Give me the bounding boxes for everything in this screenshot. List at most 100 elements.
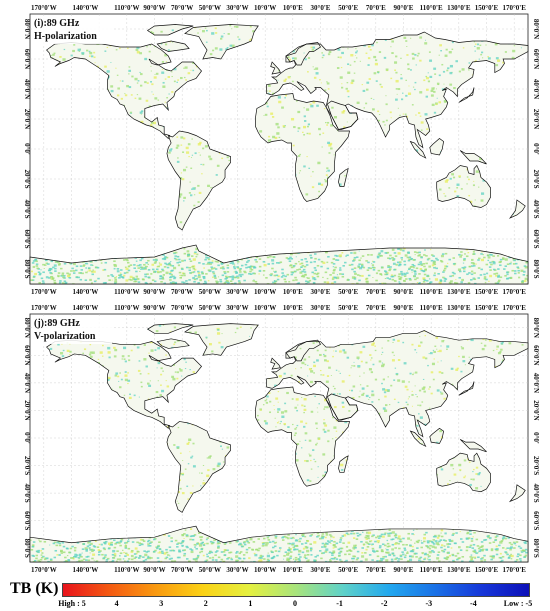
lon-tick-bottom: 50°0'W (199, 288, 221, 296)
lon-tick-bottom: 70°0'E (366, 288, 386, 296)
lon-tick-bottom: 170°0'E (502, 566, 526, 574)
lat-tick-left: 80°0'N (23, 318, 31, 338)
coastline-north-america (46, 339, 203, 429)
lat-tick-right: 40°0'N (532, 79, 540, 99)
lat-tick-left: 60°0'N (23, 49, 31, 69)
landmass-africa (255, 387, 350, 487)
coastline-madagascar (338, 167, 349, 187)
coastline-australia (436, 164, 491, 208)
lon-tick-bottom: 30°0'W (226, 566, 248, 574)
landmass-new-guinea (460, 150, 487, 164)
colorbar-tick-label: 1 (248, 599, 253, 608)
lon-tick-top: 90°0'W (143, 4, 165, 12)
lon-tick-top: 50°0'E (338, 4, 358, 12)
lon-tick-bottom: 170°0'E (502, 288, 526, 296)
lon-tick-top: 130°0'E (447, 4, 471, 12)
lon-tick-bottom: 30°0'E (311, 566, 331, 574)
coastline-africa (255, 93, 350, 202)
coastline-greenland (184, 323, 259, 356)
landmass-greenland (184, 323, 259, 356)
panel-label-background (32, 16, 112, 44)
lon-tick-top: 110°0'E (420, 304, 443, 312)
lat-tick-right: 60°0'S (532, 511, 540, 530)
lon-tick-bottom: 170°0'W (31, 566, 57, 574)
colorbar-legend: TB (K) High : 5 4 3 2 1 0 -1 -2 -3 -4 Low : -5 (0, 578, 550, 611)
lon-tick-bottom: 50°0'E (338, 288, 358, 296)
coastline-uk (270, 357, 281, 370)
lon-tick-bottom: 70°0'E (366, 566, 386, 574)
panel-label-polarization: H-polarization (34, 31, 97, 42)
lat-tick-right: 80°0'S (532, 539, 540, 558)
coastline-greenland (184, 24, 259, 60)
lat-tick-left: 60°0'S (23, 511, 31, 530)
lat-tick-left: 40°0'N (23, 373, 31, 393)
lat-tick-right: 40°0'S (532, 484, 540, 503)
coastline-south-america (166, 421, 231, 513)
coastline-north-america (46, 42, 202, 140)
map-h-pol: 170°0'W 170°0'W 140°0'W 140°0'W 110°0'W 110°0… (23, 4, 540, 296)
lat-tick-left: 60°0'S (23, 229, 31, 248)
coastline-antarctica (29, 525, 529, 563)
lon-tick-top: 30°0'E (311, 4, 331, 12)
lat-tick-left: 80°0'N (23, 19, 31, 39)
lon-tick-top: 170°0'W (31, 304, 57, 312)
colorbar-tick-label: -2 (380, 599, 388, 608)
coastline-new-zealand (508, 199, 526, 219)
lon-tick-bottom: 70°0'W (171, 288, 193, 296)
coastline-japan (458, 381, 475, 396)
lat-tick-left: 80°0'S (23, 539, 31, 558)
panel-label-frequency: (j):89 GHz (34, 318, 80, 329)
colorbar-tick-label: 3 (159, 599, 164, 608)
panel-label-background (32, 316, 112, 344)
landmass-japan (458, 87, 475, 103)
landmass-greenland (184, 24, 259, 59)
coastline-borneo (429, 138, 445, 156)
coastline-borneo (429, 427, 445, 444)
coastline-sumatra (409, 430, 427, 448)
coastline-madagascar (338, 455, 349, 473)
coastline-baffin (156, 338, 190, 349)
landmass-south-america (166, 421, 231, 513)
lon-tick-top: 110°0'W (114, 4, 139, 12)
lat-tick-right: 20°0'N (532, 400, 540, 420)
lon-tick-top: 130°0'E (447, 304, 471, 312)
lat-tick-left: 40°0'S (23, 484, 31, 503)
landmass-new-zealand (510, 484, 526, 502)
lat-tick-right: 40°0'S (532, 199, 540, 218)
lon-tick-top: 70°0'W (171, 4, 193, 12)
lon-tick-top: 70°0'E (366, 304, 386, 312)
lon-tick-top: 170°0'E (502, 304, 526, 312)
coastline-antarctica (29, 244, 529, 285)
coastline-sumatra (409, 140, 427, 159)
lat-tick-left: 0°0' (23, 143, 31, 155)
lon-tick-bottom: 90°0'W (143, 566, 165, 574)
lon-tick-bottom: 50°0'W (199, 566, 221, 574)
lat-tick-right: 20°0'S (532, 169, 540, 188)
lat-tick-right: 20°0'S (532, 456, 540, 475)
lat-tick-right: 0°0' (532, 143, 540, 155)
landmass-uk (270, 62, 281, 74)
landmass-australia (436, 453, 491, 492)
lat-tick-left: 20°0'N (23, 400, 31, 420)
lat-tick-right: 60°0'S (532, 229, 540, 248)
coastline-baffin (156, 40, 190, 52)
coastline-australia (436, 452, 491, 493)
coastline-ellesmere (146, 24, 194, 36)
lon-tick-bottom: 30°0'E (311, 288, 331, 296)
lon-tick-top: 10°0'W (254, 304, 276, 312)
colorbar-tick-label: -1 (336, 599, 343, 608)
lat-tick-right: 80°0'N (532, 19, 540, 39)
landmass-madagascar (338, 168, 349, 187)
colorbar-tick-label: 0 (293, 599, 297, 608)
lat-tick-right: 60°0'N (532, 345, 540, 365)
lon-tick-top: 10°0'E (283, 4, 303, 12)
lat-tick-left: 40°0'S (23, 199, 31, 218)
lon-tick-bottom: 10°0'E (283, 288, 303, 296)
coastline-new-guinea (459, 439, 487, 453)
lon-tick-top: 50°0'W (199, 304, 221, 312)
lon-tick-bottom: 70°0'W (171, 566, 193, 574)
lon-tick-bottom: 90°0'E (394, 566, 414, 574)
landmass-north-america (46, 340, 202, 429)
lon-tick-top: 110°0'E (420, 4, 443, 12)
lon-tick-top: 30°0'W (226, 4, 248, 12)
